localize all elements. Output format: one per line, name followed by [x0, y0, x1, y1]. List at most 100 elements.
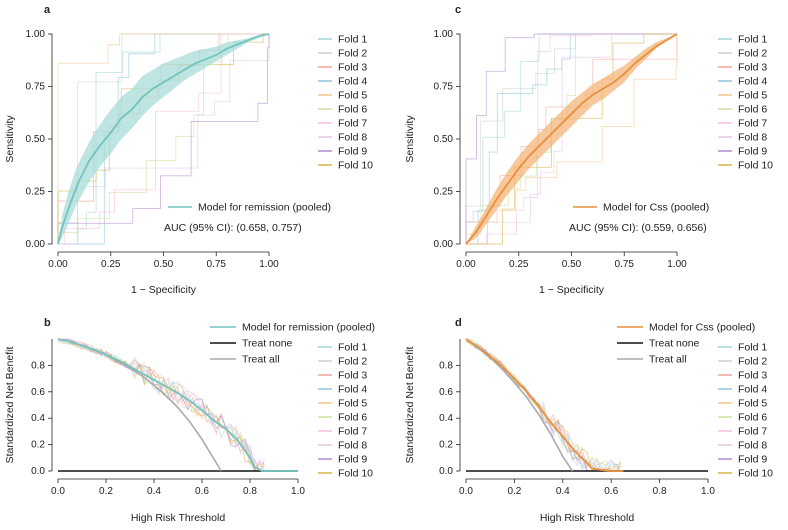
x-tick-label: 0.50	[562, 259, 582, 270]
y-tick-label: 0.00	[434, 239, 454, 250]
x-tick-label: 0.00	[456, 259, 476, 270]
x-tick-label: 0.00	[48, 259, 68, 270]
y-axis-label: Standardized Net Benefit	[404, 347, 416, 464]
x-tick-label: 0.25	[101, 259, 121, 270]
legend-label-fold-2: Fold 2	[738, 356, 767, 368]
panel-letter-b: b	[44, 317, 51, 329]
legend-label-fold-7: Fold 7	[738, 426, 767, 438]
x-tick-label: 0.25	[509, 259, 529, 270]
x-tick-label: 0.0	[459, 486, 473, 497]
legend-label-fold-5: Fold 5	[738, 398, 767, 410]
legend-label-fold-9: Fold 9	[338, 454, 367, 466]
y-tick-label: 0.4	[31, 413, 45, 424]
treat-all-line	[465, 338, 574, 472]
legend-label-fold-5: Fold 5	[738, 90, 767, 102]
fold-curve-10	[57, 338, 265, 472]
legend-label-fold-4: Fold 4	[338, 384, 367, 396]
legend-label-fold-6: Fold 6	[738, 412, 767, 424]
pooled-line	[57, 33, 270, 245]
legend-label-fold-10: Fold 10	[338, 160, 373, 172]
pooled-line	[465, 33, 678, 245]
x-axis-label: High Risk Threshold	[540, 512, 635, 524]
fold-curve-5	[57, 33, 269, 244]
legend-label-fold-1: Fold 1	[738, 34, 767, 46]
legend-label-2: Treat all	[242, 354, 280, 366]
y-tick-label: 0.75	[26, 82, 46, 93]
y-tick-label: 0.2	[439, 440, 453, 451]
fold-curve-9	[465, 33, 677, 244]
panel-letter-d: d	[455, 317, 462, 329]
legend-label-fold-8: Fold 8	[338, 132, 367, 144]
y-tick-label: 1.00	[434, 29, 454, 40]
legend-label-fold-3: Fold 3	[738, 62, 767, 74]
x-tick-label: 0.75	[207, 259, 227, 270]
y-tick-label: 0.4	[439, 413, 453, 424]
legend-label-fold-10: Fold 10	[338, 468, 373, 480]
legend-label-fold-2: Fold 2	[338, 48, 367, 60]
y-tick-label: 1.00	[26, 29, 46, 40]
legend-label-fold-9: Fold 9	[738, 454, 767, 466]
y-axis-label: Standardized Net Benefit	[4, 347, 16, 464]
pooled-line	[57, 338, 298, 472]
treat-all-line	[57, 338, 222, 472]
x-tick-label: 0.6	[195, 486, 209, 497]
legend-label-fold-8: Fold 8	[338, 440, 367, 452]
fold-curve-7	[58, 33, 269, 245]
legend-label-fold-6: Fold 6	[338, 412, 367, 424]
x-tick-label: 0.2	[99, 486, 113, 497]
y-tick-label: 0.50	[26, 134, 46, 145]
legend-label-fold-6: Fold 6	[738, 104, 767, 116]
legend-label-fold-5: Fold 5	[338, 90, 367, 102]
x-tick-label: 0.0	[51, 486, 65, 497]
panel-a	[48, 33, 332, 256]
y-axis-label: Sensitivity	[404, 115, 416, 163]
x-axis-label: High Risk Threshold	[131, 512, 226, 524]
legend-label-fold-3: Fold 3	[738, 370, 767, 382]
x-tick-label: 1.0	[701, 486, 715, 497]
auc-text: AUC (95% CI): (0.658, 0.757)	[164, 222, 302, 234]
legend-label-fold-8: Fold 8	[738, 132, 767, 144]
pooled-legend-label: Model for remission (pooled)	[198, 202, 331, 214]
legend-label-fold-5: Fold 5	[338, 398, 367, 410]
legend-label-fold-8: Fold 8	[738, 440, 767, 452]
legend-label-fold-7: Fold 7	[338, 426, 367, 438]
fold-curve-4	[57, 340, 265, 472]
y-tick-label: 0.0	[439, 466, 453, 477]
auc-text: AUC (95% CI): (0.559, 0.656)	[569, 222, 707, 234]
y-tick-label: 0.6	[31, 387, 45, 398]
fold-curve-5	[465, 34, 678, 244]
y-tick-label: 0.00	[26, 239, 46, 250]
legend-label-fold-7: Fold 7	[338, 118, 367, 130]
y-tick-label: 0.50	[434, 134, 454, 145]
y-tick-label: 0.0	[31, 466, 45, 477]
legend-label-2: Treat all	[649, 354, 687, 366]
panel-letter-c: c	[455, 4, 461, 16]
legend-label-fold-4: Fold 4	[738, 76, 767, 88]
x-tick-label: 0.4	[147, 486, 161, 497]
legend-label-fold-9: Fold 9	[338, 146, 367, 158]
legend-label-fold-1: Fold 1	[338, 342, 367, 354]
x-tick-label: 0.8	[653, 486, 667, 497]
y-tick-label: 0.8	[31, 360, 45, 371]
fold-curve-9	[57, 34, 270, 244]
legend-label-fold-10: Fold 10	[738, 468, 773, 480]
legend-label-1: Treat none	[242, 338, 293, 350]
legend-label-fold-2: Fold 2	[338, 356, 367, 368]
legend-label-0: Model for remission (pooled)	[242, 322, 375, 334]
legend-label-fold-4: Fold 4	[338, 76, 367, 88]
panel-d	[456, 326, 732, 483]
x-tick-label: 0.6	[604, 486, 618, 497]
y-tick-label: 0.6	[439, 387, 453, 398]
x-axis-label: 1 − Specificity	[539, 284, 605, 296]
x-tick-label: 1.00	[667, 259, 687, 270]
x-tick-label: 0.75	[615, 259, 635, 270]
legend-label-fold-4: Fold 4	[738, 384, 767, 396]
y-tick-label: 0.8	[439, 360, 453, 371]
legend-label-fold-9: Fold 9	[738, 146, 767, 158]
panel-c	[456, 33, 732, 256]
x-tick-label: 0.4	[556, 486, 570, 497]
x-tick-label: 0.2	[507, 486, 521, 497]
legend-label-fold-6: Fold 6	[338, 104, 367, 116]
legend-label-fold-1: Fold 1	[338, 34, 367, 46]
